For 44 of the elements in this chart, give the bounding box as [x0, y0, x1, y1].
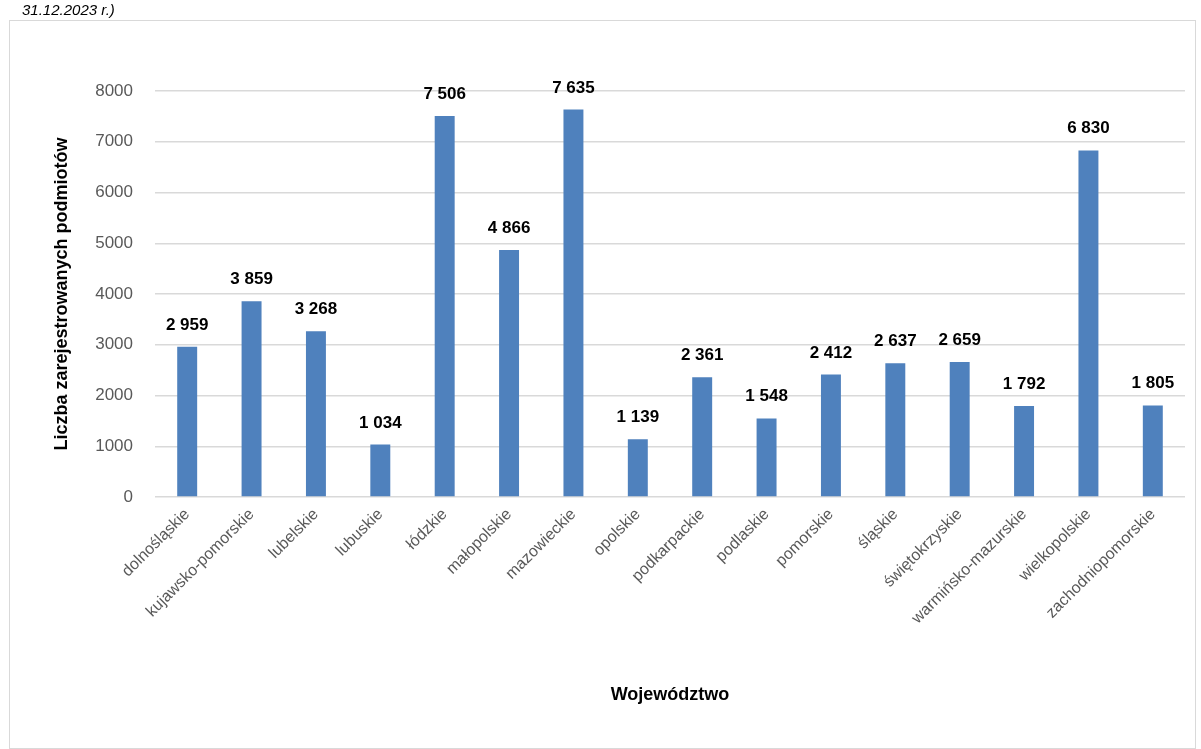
y-tick-label: 6000 [95, 182, 133, 202]
data-label: 1 805 [1131, 373, 1175, 393]
bar [241, 301, 262, 497]
data-label: 6 830 [1067, 118, 1110, 138]
y-tick-label: 1000 [95, 435, 133, 455]
bar [305, 331, 326, 497]
data-label: 4 866 [487, 218, 531, 238]
bar [756, 418, 777, 497]
y-tick-label: 7000 [95, 131, 133, 151]
data-label: 3 859 [230, 269, 273, 289]
bar [434, 116, 455, 497]
bar [177, 346, 198, 497]
y-tick-label: 8000 [95, 80, 133, 100]
data-label: 2 412 [809, 342, 853, 362]
x-axis-title: Województwo [610, 684, 730, 705]
bar [563, 109, 584, 497]
y-axis-title: Liczba zarejestrowanych podmiotów [50, 136, 71, 451]
data-label: 3 268 [294, 299, 338, 319]
bar [370, 444, 391, 497]
data-label: 2 659 [938, 330, 981, 350]
text: 31.12.2023 r.) [22, 1, 115, 18]
bar [820, 374, 841, 497]
data-label: 1 548 [745, 386, 788, 406]
data-label: 2 637 [874, 331, 917, 351]
bar [885, 363, 906, 497]
data-label: 1 139 [616, 407, 660, 427]
data-label: 1 034 [359, 412, 403, 432]
bar [1078, 150, 1099, 497]
y-tick-label: 5000 [95, 232, 133, 252]
bar [499, 250, 520, 497]
bar [949, 362, 970, 497]
y-tick-label: 0 [123, 486, 133, 506]
y-tick-label: 2000 [95, 385, 133, 405]
data-label: 2 959 [165, 314, 209, 334]
bar [692, 377, 713, 497]
y-tick-label: 4000 [95, 283, 133, 303]
y-tick-label: 3000 [95, 334, 133, 354]
data-label: 2 361 [680, 345, 724, 365]
bar [1142, 405, 1163, 497]
bar [1014, 406, 1035, 497]
data-label: 7 635 [552, 77, 595, 97]
bar [627, 439, 648, 497]
data-label: 1 792 [1002, 374, 1046, 394]
data-label: 7 506 [423, 84, 466, 104]
